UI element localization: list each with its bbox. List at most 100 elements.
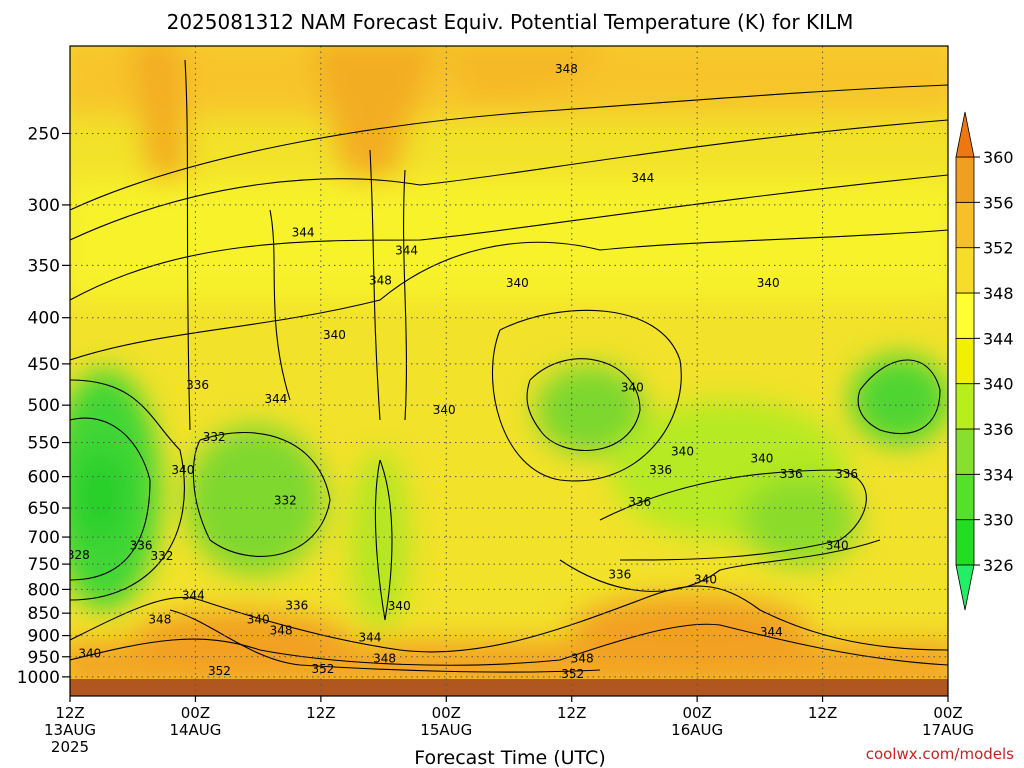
contour-label: 340 [247,613,270,627]
contour-label: 344 [264,392,287,406]
colorbar-bottom-cap [955,564,975,611]
colorbar-segment [955,519,975,566]
contour-label: 340 [171,463,194,477]
contour-label: 344 [395,244,418,258]
contour-line [70,84,948,211]
x-tick-label: 16AUG [671,721,723,739]
colorbar-label: 348 [983,284,1014,303]
x-tick-label: 17AUG [922,721,974,739]
contour-label: 340 [621,381,644,395]
contour-label: 332 [151,549,174,563]
lower-warm-bump-2 [570,595,810,665]
contour-label: 340 [506,276,529,290]
x-tick-label: 14AUG [169,721,221,739]
colorbar-segment [955,201,975,249]
moist-region-3 [185,425,325,575]
moist-region-4 [535,365,645,455]
contour-line [70,379,185,601]
contour-label: 340 [323,328,346,342]
contour-label: 340 [826,538,849,552]
y-tick-label: 250 [28,124,60,144]
mid-yellow-band [70,180,948,300]
colorbar-label: 344 [983,329,1014,348]
contour-label: 344 [292,226,315,240]
plot-frame [69,45,949,697]
contour-label: 336 [649,463,672,477]
contour-line [369,149,381,421]
contour-line [491,309,682,482]
contour-label: 340 [78,646,101,660]
contour-label: 348 [270,623,293,637]
contour-line [169,609,601,673]
contour-label: 344 [760,625,783,639]
contour-label: 348 [373,651,396,665]
contour-label: 340 [750,452,773,466]
contour-label: 336 [285,599,308,613]
colorbar-segment [955,473,975,521]
contour-label: 340 [694,572,717,586]
x-tick-label: 13AUG [44,721,96,739]
lower-warm-bump-1 [130,610,350,670]
contour-label: 332 [274,494,297,508]
contour-label: 336 [608,567,631,581]
y-tick-label: 550 [28,434,60,454]
contour-label: 344 [182,589,205,603]
colorbar-label: 352 [983,239,1014,258]
colorbar-segment [955,247,975,294]
colorbar-label: 340 [983,375,1014,394]
contour-line [70,623,948,666]
y-axis: 250 300 350 400 450 500 550 600 650 700 750 800 850 9… [17,124,70,688]
y-tick-label: 650 [28,499,60,519]
x-tick-label: 15AUG [420,721,472,739]
contour-lines [70,59,948,673]
contour-label: 348 [148,613,171,627]
y-tick-label: 900 [28,627,60,647]
moist-region-8 [350,450,410,630]
moist-region-7 [850,355,948,445]
colorbar-label: 326 [983,556,1014,575]
colorbar-top-cap [955,111,975,158]
contour-label: 348 [369,274,392,288]
contour-label: 352 [561,667,584,681]
x-tick-label: 12Z [808,704,837,722]
y-tick-label: 850 [28,604,60,624]
contour-label: 352 [311,662,334,676]
contour-line [857,359,941,435]
y-tick-label: 350 [28,256,60,276]
colorbar-label: 356 [983,193,1014,212]
contour-line [269,209,291,401]
contour-label: 340 [388,599,411,613]
y-tick-label: 750 [28,555,60,575]
contour-label: 336 [186,378,209,392]
contour-label: 348 [571,651,594,665]
contour-line [192,432,331,557]
colorbar: 326 330 334 336 340 344 348 352 356 360 [955,111,1014,611]
contour-line [403,169,407,421]
upper-orange-wedge-b [312,46,437,290]
contour-label: 344 [359,631,382,645]
contour-line [374,459,393,621]
colorbar-segment [955,428,975,475]
contour-label: 352 [208,664,231,678]
colorbar-segment [955,292,975,339]
x-tick-label: 12Z [557,704,586,722]
contour-line [599,469,867,561]
x-axis-title: Forecast Time (UTC) [414,747,605,768]
contour-line [184,59,191,431]
y-tick-label: 400 [28,309,60,329]
contour-line [70,229,948,361]
y-tick-label: 500 [28,396,60,416]
contour-label: 336 [130,538,153,552]
y-tick-label: 600 [28,468,60,488]
plot-background [70,46,948,696]
contour-line [70,174,948,301]
y-tick-label: 950 [28,648,60,668]
contour-label: 332 [203,430,226,444]
contour-line [526,358,641,451]
contour-line [70,585,948,653]
contour-label: 336 [835,467,858,481]
colorbar-label: 360 [983,148,1014,167]
